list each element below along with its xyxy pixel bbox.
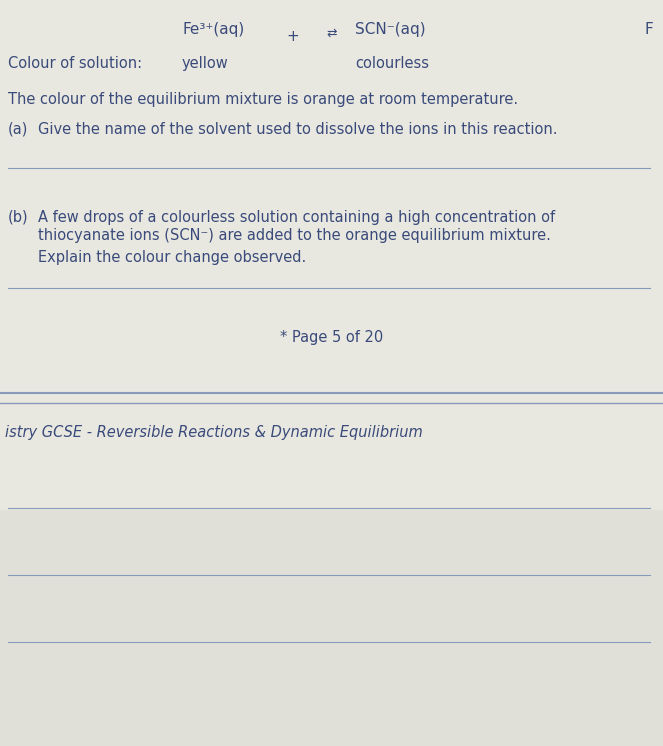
Text: ⇄: ⇄ <box>326 27 337 40</box>
Text: Colour of solution:: Colour of solution: <box>8 56 142 71</box>
Text: Fe³⁺(aq): Fe³⁺(aq) <box>182 22 244 37</box>
Text: istry GCSE - Reversible Reactions & Dynamic Equilibrium: istry GCSE - Reversible Reactions & Dyna… <box>5 425 423 440</box>
Bar <box>0 0 663 510</box>
Text: +: + <box>286 29 299 44</box>
Text: yellow: yellow <box>182 56 229 71</box>
Text: colourless: colourless <box>355 56 429 71</box>
Text: F: F <box>645 22 654 37</box>
Text: The colour of the equilibrium mixture is orange at room temperature.: The colour of the equilibrium mixture is… <box>8 92 518 107</box>
Text: thiocyanate ions (SCN⁻) are added to the orange equilibrium mixture.: thiocyanate ions (SCN⁻) are added to the… <box>38 228 551 243</box>
Text: A few drops of a colourless solution containing a high concentration of: A few drops of a colourless solution con… <box>38 210 555 225</box>
Text: Explain the colour change observed.: Explain the colour change observed. <box>38 250 306 265</box>
Text: Give the name of the solvent used to dissolve the ions in this reaction.: Give the name of the solvent used to dis… <box>38 122 558 137</box>
Text: (a): (a) <box>8 122 29 137</box>
Text: * Page 5 of 20: * Page 5 of 20 <box>280 330 383 345</box>
Bar <box>0 510 663 746</box>
Text: SCN⁻(aq): SCN⁻(aq) <box>355 22 426 37</box>
Text: (b): (b) <box>8 210 29 225</box>
